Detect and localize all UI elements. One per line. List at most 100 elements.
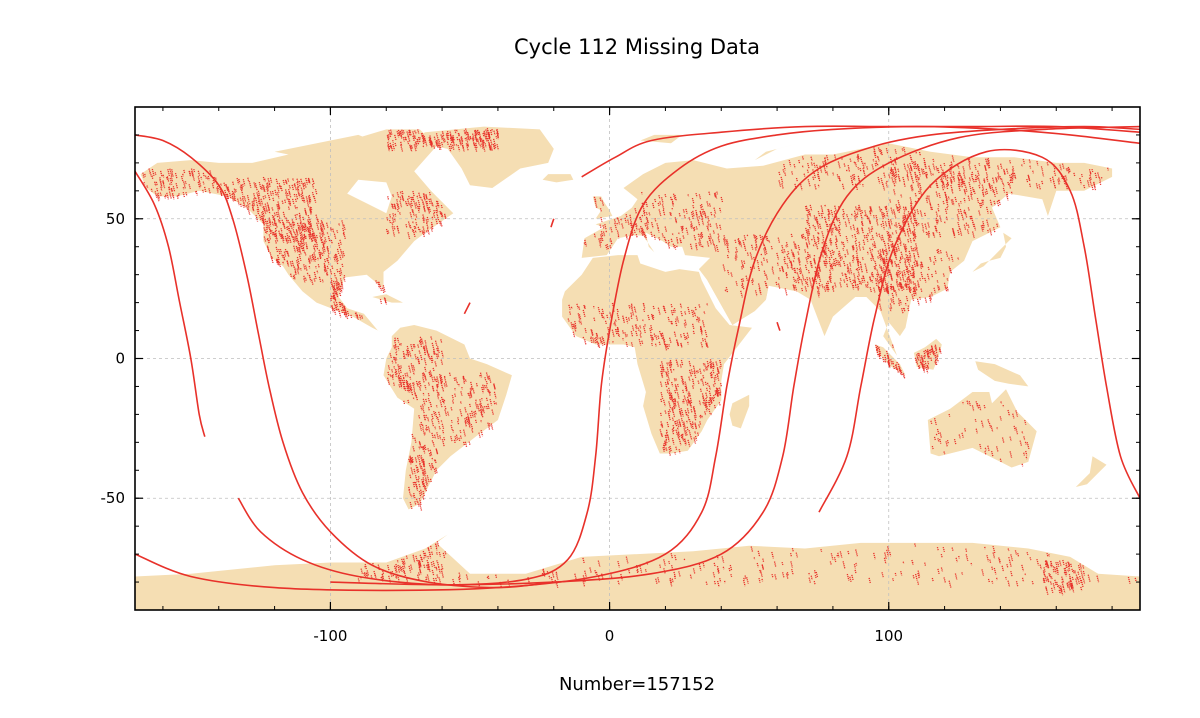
missing-point xyxy=(1007,409,1011,417)
missing-point xyxy=(424,477,428,485)
missing-point xyxy=(911,294,915,301)
missing-point xyxy=(777,237,781,244)
missing-point xyxy=(330,295,333,299)
missing-point xyxy=(412,131,416,139)
missing-point xyxy=(412,397,415,400)
missing-point xyxy=(970,173,974,181)
missing-point xyxy=(842,241,845,248)
missing-point xyxy=(692,227,696,232)
missing-point xyxy=(883,172,886,178)
missing-point xyxy=(493,145,496,150)
missing-point xyxy=(825,221,828,227)
missing-point xyxy=(1064,175,1068,181)
missing-point xyxy=(271,207,274,212)
missing-point xyxy=(824,256,828,264)
missing-point xyxy=(391,204,395,209)
missing-point xyxy=(424,479,428,487)
missing-point xyxy=(308,200,311,204)
missing-point xyxy=(645,216,649,223)
missing-point xyxy=(847,270,849,274)
x-tick-label: 0 xyxy=(605,627,615,645)
missing-point xyxy=(633,229,636,234)
missing-point xyxy=(676,240,679,245)
missing-point xyxy=(900,571,903,576)
missing-point xyxy=(507,579,511,587)
missing-point xyxy=(483,130,486,134)
missing-point xyxy=(933,436,937,441)
missing-point xyxy=(405,353,408,357)
missing-point xyxy=(277,201,281,209)
missing-point xyxy=(418,415,421,420)
missing-point xyxy=(728,567,731,572)
missing-point xyxy=(637,327,640,332)
missing-point xyxy=(1028,159,1031,164)
missing-point xyxy=(916,175,920,182)
missing-point xyxy=(602,337,606,346)
missing-point xyxy=(695,192,698,198)
missing-point xyxy=(994,187,998,195)
missing-point xyxy=(892,285,895,292)
missing-point xyxy=(862,239,866,246)
missing-point xyxy=(592,337,595,343)
missing-point xyxy=(912,575,915,579)
missing-point xyxy=(461,145,465,152)
missing-point xyxy=(885,182,888,188)
missing-point xyxy=(487,422,491,430)
missing-point xyxy=(433,459,436,463)
missing-point xyxy=(932,173,935,176)
missing-point xyxy=(288,227,291,231)
missing-point xyxy=(308,234,311,240)
missing-point xyxy=(280,228,283,233)
missing-point xyxy=(424,552,427,558)
missing-point xyxy=(877,156,880,162)
missing-point xyxy=(286,232,289,239)
missing-point xyxy=(256,208,260,215)
missing-point xyxy=(935,217,939,225)
missing-point xyxy=(910,205,913,212)
missing-point xyxy=(305,177,309,185)
missing-point xyxy=(797,244,801,251)
missing-point xyxy=(909,215,912,219)
missing-point xyxy=(455,144,458,147)
missing-point xyxy=(823,250,826,254)
missing-point xyxy=(983,404,986,409)
missing-point xyxy=(829,274,832,279)
missing-point xyxy=(675,359,679,365)
missing-point xyxy=(452,135,455,141)
missing-point xyxy=(307,220,310,224)
missing-point xyxy=(1091,168,1094,173)
missing-point xyxy=(965,548,968,553)
missing-point xyxy=(464,418,467,425)
missing-point xyxy=(876,163,879,167)
missing-point xyxy=(420,457,424,464)
missing-point xyxy=(672,368,675,372)
missing-point xyxy=(794,285,798,292)
missing-point xyxy=(296,178,299,184)
missing-point xyxy=(909,270,913,278)
missing-point xyxy=(242,179,246,186)
missing-point xyxy=(262,217,266,224)
missing-point xyxy=(904,248,907,254)
missing-point xyxy=(251,207,255,212)
missing-point xyxy=(394,213,397,217)
missing-point xyxy=(929,169,933,176)
missing-point xyxy=(702,208,705,212)
missing-point xyxy=(821,210,824,215)
missing-point xyxy=(989,199,993,207)
missing-point xyxy=(370,575,373,580)
missing-point xyxy=(275,222,278,226)
missing-point xyxy=(337,242,341,250)
missing-point xyxy=(881,220,885,226)
missing-point xyxy=(427,547,430,551)
missing-point xyxy=(875,344,878,352)
missing-point xyxy=(268,228,272,235)
missing-point xyxy=(699,240,703,247)
missing-point xyxy=(816,291,820,298)
missing-point xyxy=(945,251,949,258)
missing-point xyxy=(715,390,719,398)
missing-point xyxy=(691,421,695,426)
missing-point xyxy=(228,192,232,200)
missing-point xyxy=(602,225,605,229)
missing-point xyxy=(1064,567,1068,575)
missing-point xyxy=(944,208,948,215)
